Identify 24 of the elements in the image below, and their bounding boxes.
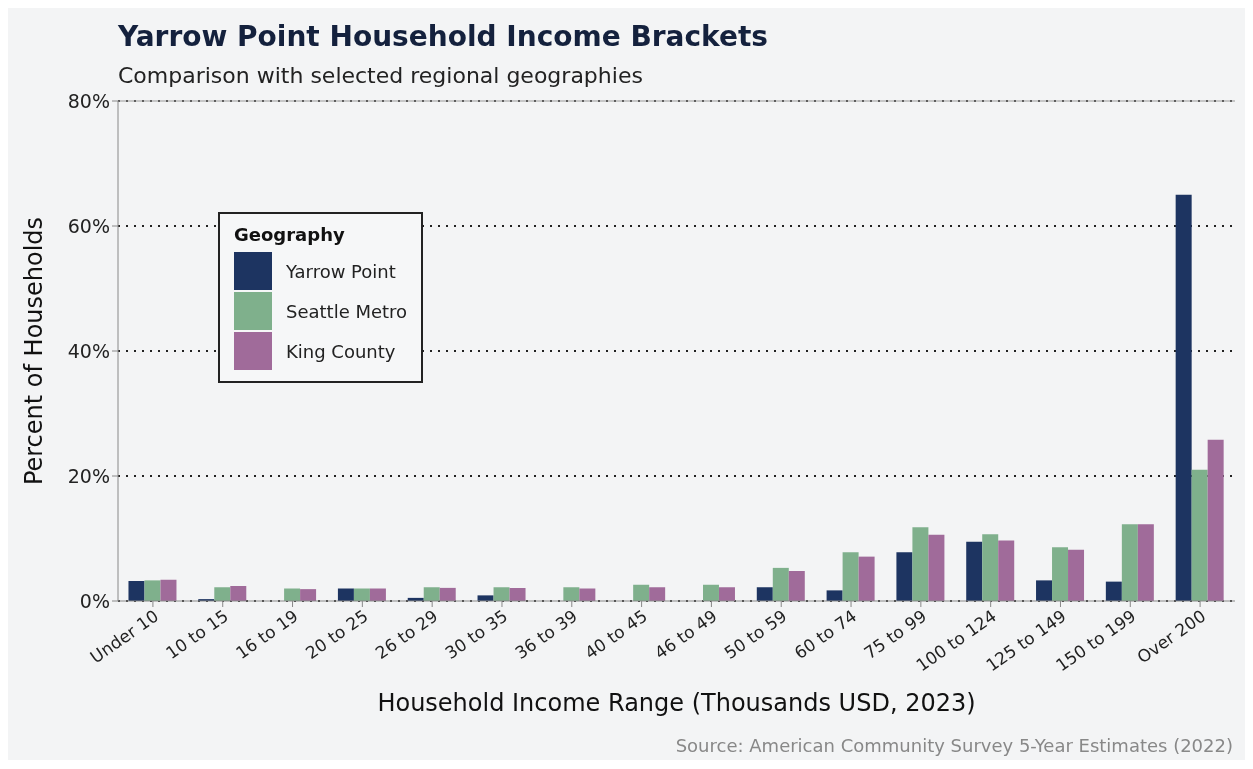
- x-axis-title: Household Income Range (Thousands USD, 2023): [377, 689, 976, 717]
- x-tick-label: 20 to 25: [301, 605, 372, 663]
- legend-label: Yarrow Point: [285, 259, 397, 284]
- x-tick-label: 26 to 29: [371, 605, 442, 663]
- x-tick-label: 50 to 59: [720, 605, 791, 663]
- y-tick-label: 0%: [79, 589, 110, 612]
- x-tick-label: 46 to 49: [650, 605, 721, 663]
- legend-label: King County: [285, 339, 397, 364]
- legend-title: Geography: [234, 224, 346, 245]
- x-tick-label: 36 to 39: [511, 605, 581, 663]
- x-tick-label: 10 to 15: [162, 605, 232, 663]
- y-tick-label: 60%: [67, 214, 110, 237]
- x-tick-label: 40 to 45: [581, 605, 651, 663]
- y-tick-label: 40%: [67, 339, 110, 362]
- x-tick-label: 30 to 35: [441, 605, 512, 663]
- chart-title: Yarrow Point Household Income Brackets: [118, 20, 768, 53]
- legend-label: Seattle Metro: [285, 299, 408, 324]
- chart-subtitle: Comparison with selected regional geographies: [118, 63, 643, 88]
- y-axis-title: Percent of Households: [19, 216, 48, 486]
- source-note: Source: American Community Survey 5-Year Estimates (2022): [675, 735, 1233, 756]
- x-tick-label: 60 to 74: [790, 605, 861, 663]
- y-tick-label: 20%: [67, 464, 110, 487]
- y-tick-label: 80%: [67, 89, 110, 112]
- x-tick-label: 16 to 19: [232, 605, 302, 663]
